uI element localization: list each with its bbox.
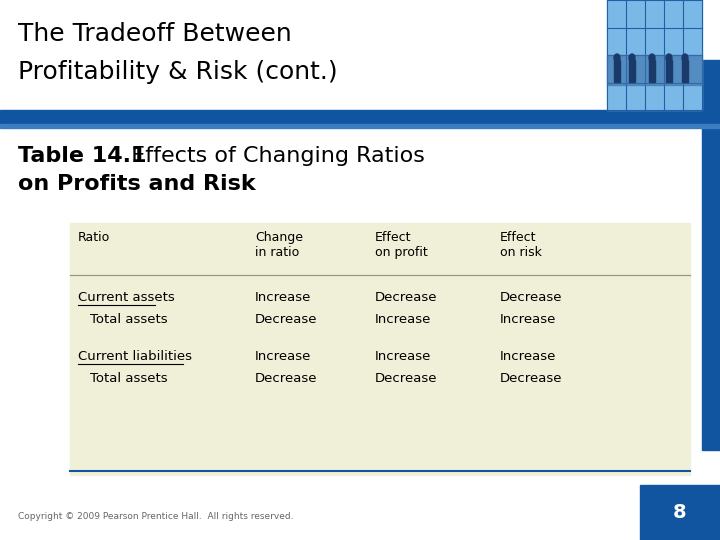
Text: Current assets: Current assets	[78, 291, 175, 304]
Text: Ratio: Ratio	[78, 231, 110, 244]
Bar	[70, 223, 690, 475]
Bar	[0, 124, 720, 128]
Bar	[682, 60, 688, 82]
Text: Increase: Increase	[375, 313, 431, 326]
Bar	[666, 60, 672, 82]
Bar	[614, 60, 620, 82]
Text: Effect
on risk: Effect on risk	[500, 231, 542, 259]
Text: Total assets: Total assets	[90, 372, 168, 385]
Bar	[0, 0, 720, 110]
Text: Profitability & Risk (cont.): Profitability & Risk (cont.)	[18, 60, 338, 84]
Bar	[607, 0, 702, 110]
Text: Total assets: Total assets	[90, 313, 168, 326]
Text: Decrease: Decrease	[500, 291, 562, 304]
Text: The Tradeoff Between: The Tradeoff Between	[18, 22, 292, 46]
Text: Decrease: Decrease	[375, 291, 438, 304]
Bar	[607, 55, 702, 85]
Ellipse shape	[682, 54, 688, 62]
Text: Increase: Increase	[255, 291, 311, 304]
Bar	[649, 60, 655, 82]
Text: Decrease: Decrease	[255, 313, 318, 326]
Ellipse shape	[614, 54, 620, 62]
Ellipse shape	[666, 54, 672, 62]
Text: Effect
on profit: Effect on profit	[375, 231, 428, 259]
Text: Current liabilities: Current liabilities	[78, 350, 192, 363]
Text: 8: 8	[673, 503, 687, 522]
Bar	[0, 110, 720, 124]
Bar	[640, 485, 720, 540]
Text: on Profits and Risk: on Profits and Risk	[18, 174, 256, 194]
Text: Increase: Increase	[255, 350, 311, 363]
Text: Decrease: Decrease	[375, 372, 438, 385]
Text: Decrease: Decrease	[255, 372, 318, 385]
Bar	[629, 60, 635, 82]
Text: Increase: Increase	[500, 313, 557, 326]
Text: Copyright © 2009 Pearson Prentice Hall.  All rights reserved.: Copyright © 2009 Pearson Prentice Hall. …	[18, 512, 294, 521]
Text: Table 14.1: Table 14.1	[18, 146, 146, 166]
Text: Increase: Increase	[375, 350, 431, 363]
Text: Effects of Changing Ratios: Effects of Changing Ratios	[117, 146, 425, 166]
Text: Increase: Increase	[500, 350, 557, 363]
Ellipse shape	[649, 54, 655, 62]
Text: Decrease: Decrease	[500, 372, 562, 385]
Text: Change
in ratio: Change in ratio	[255, 231, 303, 259]
Ellipse shape	[629, 54, 635, 62]
Bar	[702, 60, 720, 450]
